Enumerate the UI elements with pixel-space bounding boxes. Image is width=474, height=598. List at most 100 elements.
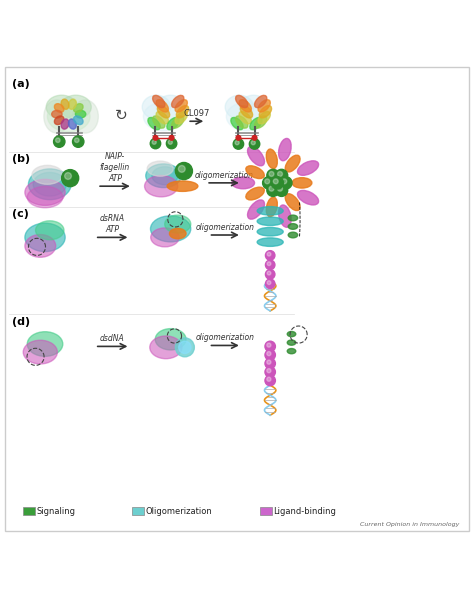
Ellipse shape: [240, 106, 253, 118]
Text: dsRNA
ATP: dsRNA ATP: [100, 214, 125, 234]
Text: NAIP-
flagellin
ATP: NAIP- flagellin ATP: [100, 152, 130, 183]
Circle shape: [169, 136, 174, 140]
Ellipse shape: [68, 99, 76, 109]
Ellipse shape: [23, 340, 57, 364]
Ellipse shape: [266, 197, 277, 216]
Text: Current Opinion in Immunology: Current Opinion in Immunology: [360, 521, 460, 526]
Ellipse shape: [25, 223, 65, 252]
Circle shape: [265, 376, 275, 386]
Text: Oligomerization: Oligomerization: [146, 507, 212, 516]
Text: ↻: ↻: [115, 108, 127, 123]
Ellipse shape: [279, 205, 291, 227]
Ellipse shape: [246, 187, 264, 200]
Ellipse shape: [153, 95, 165, 108]
Ellipse shape: [232, 177, 255, 189]
Ellipse shape: [27, 332, 63, 356]
Circle shape: [179, 341, 191, 353]
Circle shape: [267, 271, 271, 275]
Ellipse shape: [156, 95, 185, 119]
Ellipse shape: [279, 138, 291, 161]
Text: oligomerization: oligomerization: [196, 222, 255, 231]
Ellipse shape: [257, 227, 283, 236]
Circle shape: [150, 138, 161, 149]
Ellipse shape: [150, 216, 191, 242]
Circle shape: [175, 163, 192, 179]
Circle shape: [55, 138, 60, 142]
Ellipse shape: [288, 224, 298, 229]
Text: oligomerization: oligomerization: [194, 170, 253, 179]
Circle shape: [282, 179, 287, 184]
Ellipse shape: [172, 95, 184, 108]
Ellipse shape: [258, 112, 270, 124]
FancyBboxPatch shape: [132, 507, 144, 515]
Ellipse shape: [231, 117, 243, 130]
Text: dsdNA: dsdNA: [100, 334, 125, 343]
Ellipse shape: [153, 116, 165, 128]
Ellipse shape: [75, 111, 86, 118]
Ellipse shape: [145, 176, 178, 197]
Ellipse shape: [285, 194, 300, 210]
Ellipse shape: [156, 100, 168, 112]
Ellipse shape: [52, 111, 62, 118]
Circle shape: [168, 140, 173, 144]
Ellipse shape: [287, 340, 296, 345]
Ellipse shape: [250, 117, 262, 130]
Circle shape: [265, 270, 275, 279]
Text: (a): (a): [12, 78, 29, 89]
Circle shape: [265, 358, 275, 369]
Ellipse shape: [236, 116, 248, 128]
Text: Ligand-binding: Ligand-binding: [273, 507, 337, 516]
Ellipse shape: [257, 206, 283, 215]
Circle shape: [267, 262, 271, 266]
Circle shape: [166, 138, 177, 149]
Ellipse shape: [172, 116, 184, 128]
Circle shape: [267, 280, 271, 285]
Ellipse shape: [288, 215, 298, 221]
Text: (b): (b): [12, 154, 30, 164]
FancyBboxPatch shape: [5, 67, 469, 531]
Ellipse shape: [247, 147, 264, 166]
Ellipse shape: [148, 117, 160, 130]
Text: (c): (c): [12, 209, 29, 219]
Circle shape: [265, 367, 275, 377]
Ellipse shape: [156, 112, 168, 124]
Ellipse shape: [152, 167, 178, 185]
Ellipse shape: [150, 336, 182, 359]
Text: (d): (d): [12, 316, 30, 327]
Ellipse shape: [246, 166, 264, 179]
FancyBboxPatch shape: [23, 507, 35, 515]
Ellipse shape: [47, 101, 90, 132]
Ellipse shape: [292, 178, 312, 188]
Ellipse shape: [28, 169, 71, 200]
Ellipse shape: [147, 161, 173, 176]
Ellipse shape: [167, 181, 198, 191]
Circle shape: [278, 172, 283, 176]
Ellipse shape: [170, 228, 186, 239]
Circle shape: [267, 343, 271, 347]
Ellipse shape: [247, 200, 264, 219]
Ellipse shape: [288, 232, 298, 238]
Ellipse shape: [257, 238, 283, 246]
Circle shape: [233, 139, 244, 150]
Ellipse shape: [68, 119, 76, 129]
Ellipse shape: [227, 102, 266, 131]
Ellipse shape: [25, 179, 65, 205]
Circle shape: [249, 139, 260, 150]
Circle shape: [54, 136, 65, 147]
Circle shape: [252, 136, 257, 140]
Ellipse shape: [55, 103, 64, 112]
Ellipse shape: [287, 331, 296, 337]
Ellipse shape: [151, 228, 179, 247]
Circle shape: [265, 179, 270, 184]
Ellipse shape: [298, 161, 319, 175]
Circle shape: [74, 138, 79, 142]
Ellipse shape: [61, 99, 69, 109]
Circle shape: [267, 169, 279, 182]
Circle shape: [267, 377, 271, 382]
Circle shape: [152, 140, 156, 144]
Ellipse shape: [175, 100, 187, 112]
Circle shape: [267, 368, 271, 373]
Ellipse shape: [298, 190, 319, 205]
Ellipse shape: [44, 100, 70, 133]
Ellipse shape: [259, 106, 272, 118]
